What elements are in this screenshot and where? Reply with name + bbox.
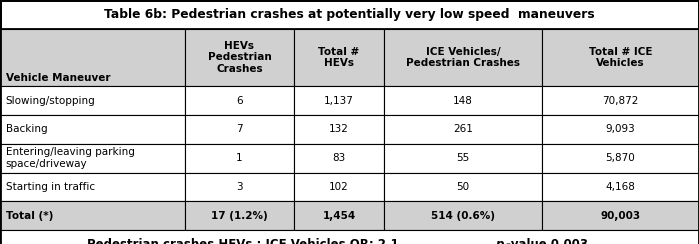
Text: 7: 7	[236, 124, 243, 134]
Text: 90,003: 90,003	[600, 211, 640, 221]
Text: 50: 50	[456, 182, 470, 192]
Bar	[185, 86, 294, 115]
Bar	[294, 144, 384, 173]
Text: 6: 6	[236, 96, 243, 105]
Text: Total #
HEVs: Total # HEVs	[318, 47, 360, 68]
Text: Slowing/stopping: Slowing/stopping	[6, 96, 95, 105]
Bar	[542, 201, 699, 230]
Text: Table 6b: Pedestrian crashes at potentially very low speed  maneuvers: Table 6b: Pedestrian crashes at potentia…	[104, 8, 595, 21]
Text: 3: 3	[236, 182, 243, 192]
Text: 70,872: 70,872	[602, 96, 639, 105]
Text: Pedestrian crashes HEVs : ICE Vehicles OR: 2.1: Pedestrian crashes HEVs : ICE Vehicles O…	[87, 238, 403, 244]
Bar	[0, 230, 699, 244]
Text: 102: 102	[329, 182, 349, 192]
Bar	[185, 29, 294, 86]
Text: 261: 261	[453, 124, 473, 134]
Bar	[542, 86, 699, 115]
Text: ICE Vehicles/
Pedestrian Crashes: ICE Vehicles/ Pedestrian Crashes	[406, 47, 520, 68]
Bar	[0, 29, 185, 86]
Bar	[542, 115, 699, 144]
Text: Vehicle Maneuver: Vehicle Maneuver	[6, 73, 110, 83]
Text: 1,454: 1,454	[322, 211, 356, 221]
Bar	[294, 173, 384, 201]
Bar	[185, 115, 294, 144]
Bar	[542, 173, 699, 201]
Bar	[384, 173, 542, 201]
Bar	[185, 144, 294, 173]
Text: 514 (0.6%): 514 (0.6%)	[431, 211, 495, 221]
Text: Total (*): Total (*)	[6, 211, 53, 221]
Text: 5,870: 5,870	[605, 153, 635, 163]
Bar	[294, 29, 384, 86]
Text: 9,093: 9,093	[605, 124, 635, 134]
Bar	[542, 144, 699, 173]
Text: Entering/leaving parking
space/driveway: Entering/leaving parking space/driveway	[6, 147, 134, 169]
Bar	[185, 173, 294, 201]
Text: 17 (1.2%): 17 (1.2%)	[211, 211, 268, 221]
Bar	[294, 201, 384, 230]
Bar	[0, 0, 699, 29]
Bar	[384, 201, 542, 230]
Bar	[294, 86, 384, 115]
Text: 55: 55	[456, 153, 470, 163]
Text: 1,137: 1,137	[324, 96, 354, 105]
Text: Pedestrian crashes HEVs : ICE Vehicles OR: 2.1 p-value 0.003: Pedestrian crashes HEVs : ICE Vehicles O…	[146, 238, 553, 244]
Text: 1: 1	[236, 153, 243, 163]
Bar	[384, 115, 542, 144]
Bar	[294, 115, 384, 144]
Bar	[0, 115, 185, 144]
Text: Backing: Backing	[6, 124, 48, 134]
Text: 148: 148	[453, 96, 473, 105]
Bar	[384, 86, 542, 115]
Bar	[542, 29, 699, 86]
Text: -value 0.003: -value 0.003	[506, 238, 588, 244]
Text: 4,168: 4,168	[605, 182, 635, 192]
Bar	[0, 173, 185, 201]
Bar	[0, 201, 185, 230]
Bar	[0, 144, 185, 173]
Text: 83: 83	[333, 153, 345, 163]
Bar	[0, 86, 185, 115]
Text: Total # ICE
Vehicles: Total # ICE Vehicles	[589, 47, 652, 68]
Bar	[384, 144, 542, 173]
Bar	[185, 201, 294, 230]
Text: Starting in traffic: Starting in traffic	[6, 182, 95, 192]
Text: p: p	[495, 238, 503, 244]
Text: 132: 132	[329, 124, 349, 134]
Text: HEVs
Pedestrian
Crashes: HEVs Pedestrian Crashes	[208, 41, 271, 74]
Bar	[384, 29, 542, 86]
